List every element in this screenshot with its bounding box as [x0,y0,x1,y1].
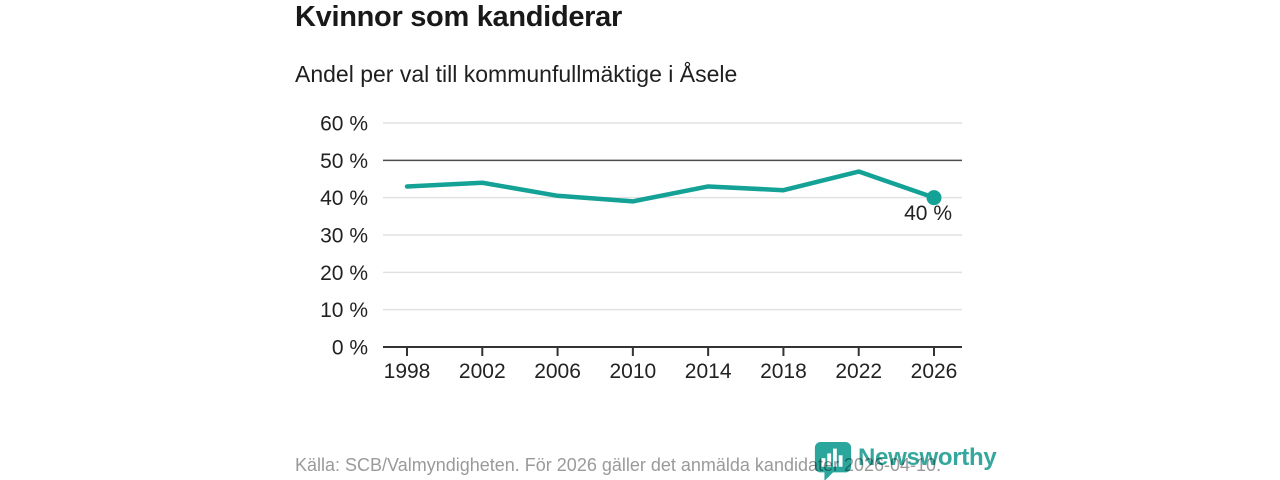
chart-subtitle: Andel per val till kommunfullmäktige i Å… [295,61,738,87]
last-point-marker [926,190,942,206]
x-tick-label: 2014 [685,360,732,383]
x-tick-label: 2026 [911,360,958,383]
y-tick-label: 60 % [320,113,368,136]
last-point-label: 40 % [904,202,952,225]
y-tick-label: 10 % [320,299,368,322]
data-line [404,169,937,204]
x-tick-label: 2010 [609,360,656,383]
x-tick-label: 2002 [459,360,506,383]
x-tick-label: 2022 [835,360,882,383]
y-tick-label: 40 % [320,187,368,210]
y-tick-label: 0 % [332,337,368,360]
x-tick-label: 1998 [384,360,431,383]
bar-chart-bubble-icon [814,441,852,480]
newsworthy-wordmark: Newsworthy [858,444,997,471]
newsworthy-logo: Newsworthy [813,441,997,480]
x-tick-label: 2006 [534,360,581,383]
y-tick-label: 20 % [320,262,368,285]
y-tick-label: 30 % [320,225,368,248]
x-tick-label: 2018 [760,360,807,383]
y-tick-label: 50 % [320,150,368,173]
chart-title: Kvinnor som kandiderar [295,1,622,33]
source-note: Källa: SCB/Valmyndigheten. För 2026 gäll… [295,455,942,475]
